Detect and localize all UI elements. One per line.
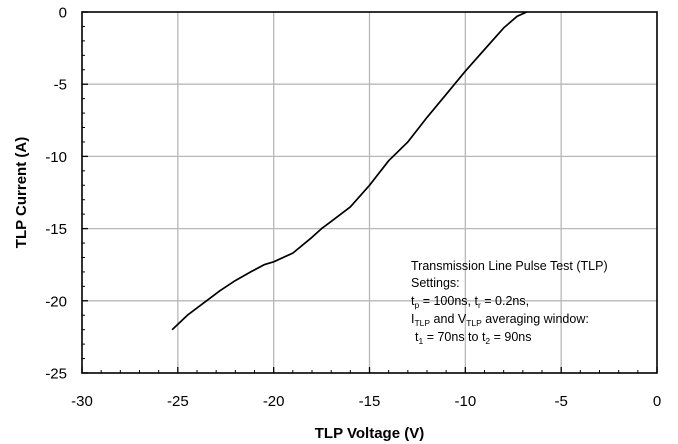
tlp-iv-curve bbox=[171, 11, 528, 331]
annotation-line-3: tp = 100ns, tr = 0.2ns, bbox=[411, 294, 529, 310]
y-tick-label: -20 bbox=[45, 293, 67, 310]
grid-lines bbox=[82, 12, 657, 373]
annotation-line-5: t1 = 70ns to t2 = 90ns bbox=[415, 330, 532, 346]
y-axis-ticks: 0 -5 -10 -15 -20 -25 bbox=[45, 5, 88, 383]
x-tick-label: -15 bbox=[359, 393, 381, 410]
x-axis-label: TLP Voltage (V) bbox=[315, 425, 424, 442]
x-tick-label: -5 bbox=[554, 393, 567, 410]
x-tick-label: -10 bbox=[454, 393, 476, 410]
x-tick-label: -30 bbox=[71, 393, 93, 410]
y-tick-label: -10 bbox=[45, 149, 67, 166]
y-tick-label: -15 bbox=[45, 221, 67, 238]
test-settings-annotation: Transmission Line Pulse Test (TLP) Setti… bbox=[411, 259, 608, 346]
annotation-line-4: ITLP and VTLP averaging window: bbox=[411, 312, 589, 328]
annotation-line-1: Transmission Line Pulse Test (TLP) bbox=[411, 259, 608, 273]
x-axis-ticks: -30 -25 -20 -15 -10 -5 0 bbox=[71, 367, 661, 410]
y-axis-label: TLP Current (A) bbox=[13, 137, 30, 248]
x-tick-label: -25 bbox=[167, 393, 189, 410]
annotation-line-2: Settings: bbox=[411, 276, 460, 290]
y-tick-label: 0 bbox=[59, 5, 67, 22]
x-tick-label: 0 bbox=[653, 393, 661, 410]
y-tick-label: -5 bbox=[54, 77, 67, 94]
y-tick-label: -25 bbox=[45, 366, 67, 383]
x-tick-label: -20 bbox=[263, 393, 285, 410]
series-layer bbox=[171, 11, 528, 331]
